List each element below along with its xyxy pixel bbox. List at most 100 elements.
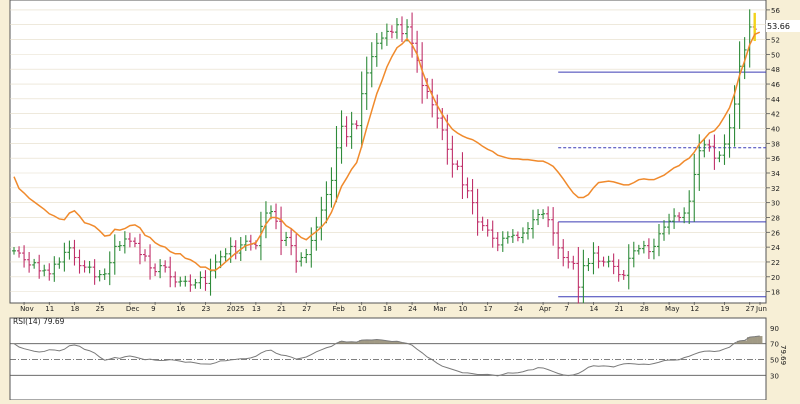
ohlc-bar [77,249,82,274]
ohlc-bar [188,274,193,292]
ohlc-bar [546,206,551,228]
ohlc-bar [606,255,611,268]
ohlc-bar [616,259,621,282]
x-tick-label: Dec [126,305,140,313]
ohlc-bar [57,257,62,269]
x-tick-label: 19 [720,305,729,313]
ohlc-bar [309,227,314,268]
ohlc-bar [646,238,651,259]
y-tick-label: 34 [771,170,780,178]
x-tick-label: 11 [45,305,54,313]
ohlc-bar [621,269,626,280]
ohlc-bar [218,250,223,269]
ohlc-bar [480,216,485,231]
ohlc-bar [279,206,284,256]
ohlc-bar [354,120,359,130]
ohlc-bar [586,258,591,272]
ohlc-bar [450,135,455,178]
ohlc-bar [17,246,22,258]
ohlc-bar [410,12,415,58]
y-tick-label: 18 [771,289,780,297]
ohlc-bar [87,260,92,274]
ohlc-bar [394,18,399,39]
ohlc-bar [228,237,233,263]
x-tick-label: 9 [151,305,155,313]
x-tick-label: 10 [358,305,367,313]
ohlc-bar [168,256,173,288]
y-tick-label: 40 [771,126,780,134]
rsi-y-axis: 30 50 70 90 [770,325,779,380]
x-tick-label: May [665,305,679,313]
ohlc-bar [12,247,16,255]
ohlc-bar [656,224,661,257]
ohlc-bar [636,244,641,255]
y-tick-label: 56 [771,7,780,15]
x-tick-label: 27 [302,305,311,313]
y-tick-label: 38 [771,140,780,148]
ohlc-bar [541,209,546,220]
ohlc-bar [717,151,722,163]
ohlc-bar [329,167,334,208]
ohlc-bar [722,134,727,165]
x-tick-label: 27 [746,305,755,313]
y-tick-label: 52 [771,37,780,45]
x-tick-label: 18 [70,305,79,313]
y-tick-label: 36 [771,155,780,163]
ohlc-bar [551,207,556,246]
ohlc-bar [384,23,389,46]
ohlc-bar [510,229,515,243]
y-tick-label: 20 [771,274,780,282]
ohlc-bar [107,251,112,286]
overlay-line-group [13,31,761,271]
rsi-tick-label: 90 [770,325,779,333]
rsi-tick-label: 70 [770,341,779,349]
last-bar-highlight [753,12,756,42]
x-tick-label: 7 [564,305,568,313]
x-tick-label: Feb [332,305,345,313]
ohlc-bar [399,16,404,42]
x-tick-label: 10 [458,305,467,313]
ohlc-bar [405,19,410,42]
ohlc-bar [525,222,530,240]
ohlc-bar [520,227,525,244]
ohlc-bar [566,251,571,269]
ohlc-bar [596,245,601,269]
y-tick-label: 44 [771,96,780,104]
ohlc-bar [475,188,480,236]
ohlc-bar [455,160,460,171]
ohlc-bar [581,249,586,304]
ohlc-bar [682,207,687,224]
ohlc-bar [571,255,576,270]
ohlc-bar [92,259,97,285]
y-tick-label: 46 [771,81,780,89]
ohlc-bar [536,209,541,226]
ohlc-bar [132,237,137,248]
ohlc-bar [677,212,682,222]
rsi-plot [10,335,766,377]
ohlc-bar [148,244,153,280]
y-tick-label: 42 [771,111,780,119]
date-x-axis: Nov 11 18 25 Dec 9 16 23 2025 13 21 27 Feb 10 18 24 Mar 1… [20,302,767,313]
y-tick-label: 22 [771,259,780,267]
ohlc-bar [122,231,127,254]
x-tick-label: 21 [277,305,286,313]
y-tick-label: 48 [771,66,780,74]
ohlc-bar [223,248,228,263]
y-tick-label: 28 [771,214,780,222]
ohlc-bar [662,220,667,241]
ohlc-bar [500,231,505,252]
rsi-tick-label: 30 [770,372,779,380]
price-panel [9,0,767,304]
ohlc-bar [531,209,536,239]
ohlc-bar [485,219,490,237]
ohlc-bar [420,42,425,104]
ohlc-bar [284,231,289,247]
ohlc-bar [117,241,122,251]
rsi-last-tag: 79.69 [779,345,787,365]
ohlc-bar [334,125,339,203]
x-tick-label: 28 [640,305,649,313]
last-price-tag: 53.66 [766,20,800,32]
x-tick-label: 25 [96,305,105,313]
